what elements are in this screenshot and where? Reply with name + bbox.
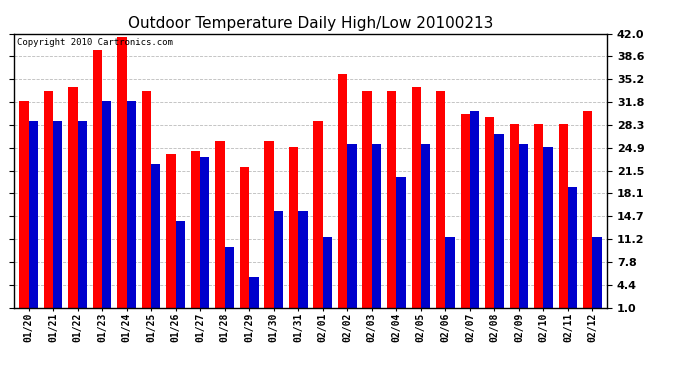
Bar <box>274 211 283 308</box>
Bar <box>411 87 421 308</box>
Bar <box>510 124 519 308</box>
Bar <box>485 117 495 308</box>
Bar <box>495 134 504 308</box>
Bar <box>53 120 62 308</box>
Title: Outdoor Temperature Daily High/Low 20100213: Outdoor Temperature Daily High/Low 20100… <box>128 16 493 31</box>
Bar <box>387 90 396 308</box>
Bar <box>298 211 308 308</box>
Bar <box>28 120 38 308</box>
Bar <box>166 154 176 308</box>
Bar <box>421 144 430 308</box>
Bar <box>77 120 87 308</box>
Bar <box>396 177 406 308</box>
Bar <box>544 147 553 308</box>
Bar <box>92 51 102 308</box>
Bar <box>215 141 225 308</box>
Bar <box>225 248 234 308</box>
Bar <box>445 237 455 308</box>
Bar <box>534 124 544 308</box>
Bar <box>102 100 111 308</box>
Bar <box>117 37 126 308</box>
Bar <box>338 74 347 308</box>
Bar <box>347 144 357 308</box>
Bar <box>126 100 136 308</box>
Bar <box>68 87 77 308</box>
Bar <box>249 278 259 308</box>
Bar <box>264 141 274 308</box>
Bar <box>19 100 28 308</box>
Bar <box>151 164 161 308</box>
Bar <box>176 221 185 308</box>
Bar <box>593 237 602 308</box>
Bar <box>240 167 249 308</box>
Bar <box>583 111 593 308</box>
Bar <box>323 237 332 308</box>
Bar <box>372 144 381 308</box>
Bar <box>289 147 298 308</box>
Bar <box>436 90 445 308</box>
Bar <box>200 157 210 308</box>
Bar <box>362 90 372 308</box>
Bar <box>43 90 53 308</box>
Bar <box>142 90 151 308</box>
Bar <box>519 144 529 308</box>
Text: Copyright 2010 Cartronics.com: Copyright 2010 Cartronics.com <box>17 38 172 47</box>
Bar <box>568 188 578 308</box>
Bar <box>460 114 470 308</box>
Bar <box>313 120 323 308</box>
Bar <box>191 151 200 308</box>
Bar <box>470 111 479 308</box>
Bar <box>559 124 568 308</box>
